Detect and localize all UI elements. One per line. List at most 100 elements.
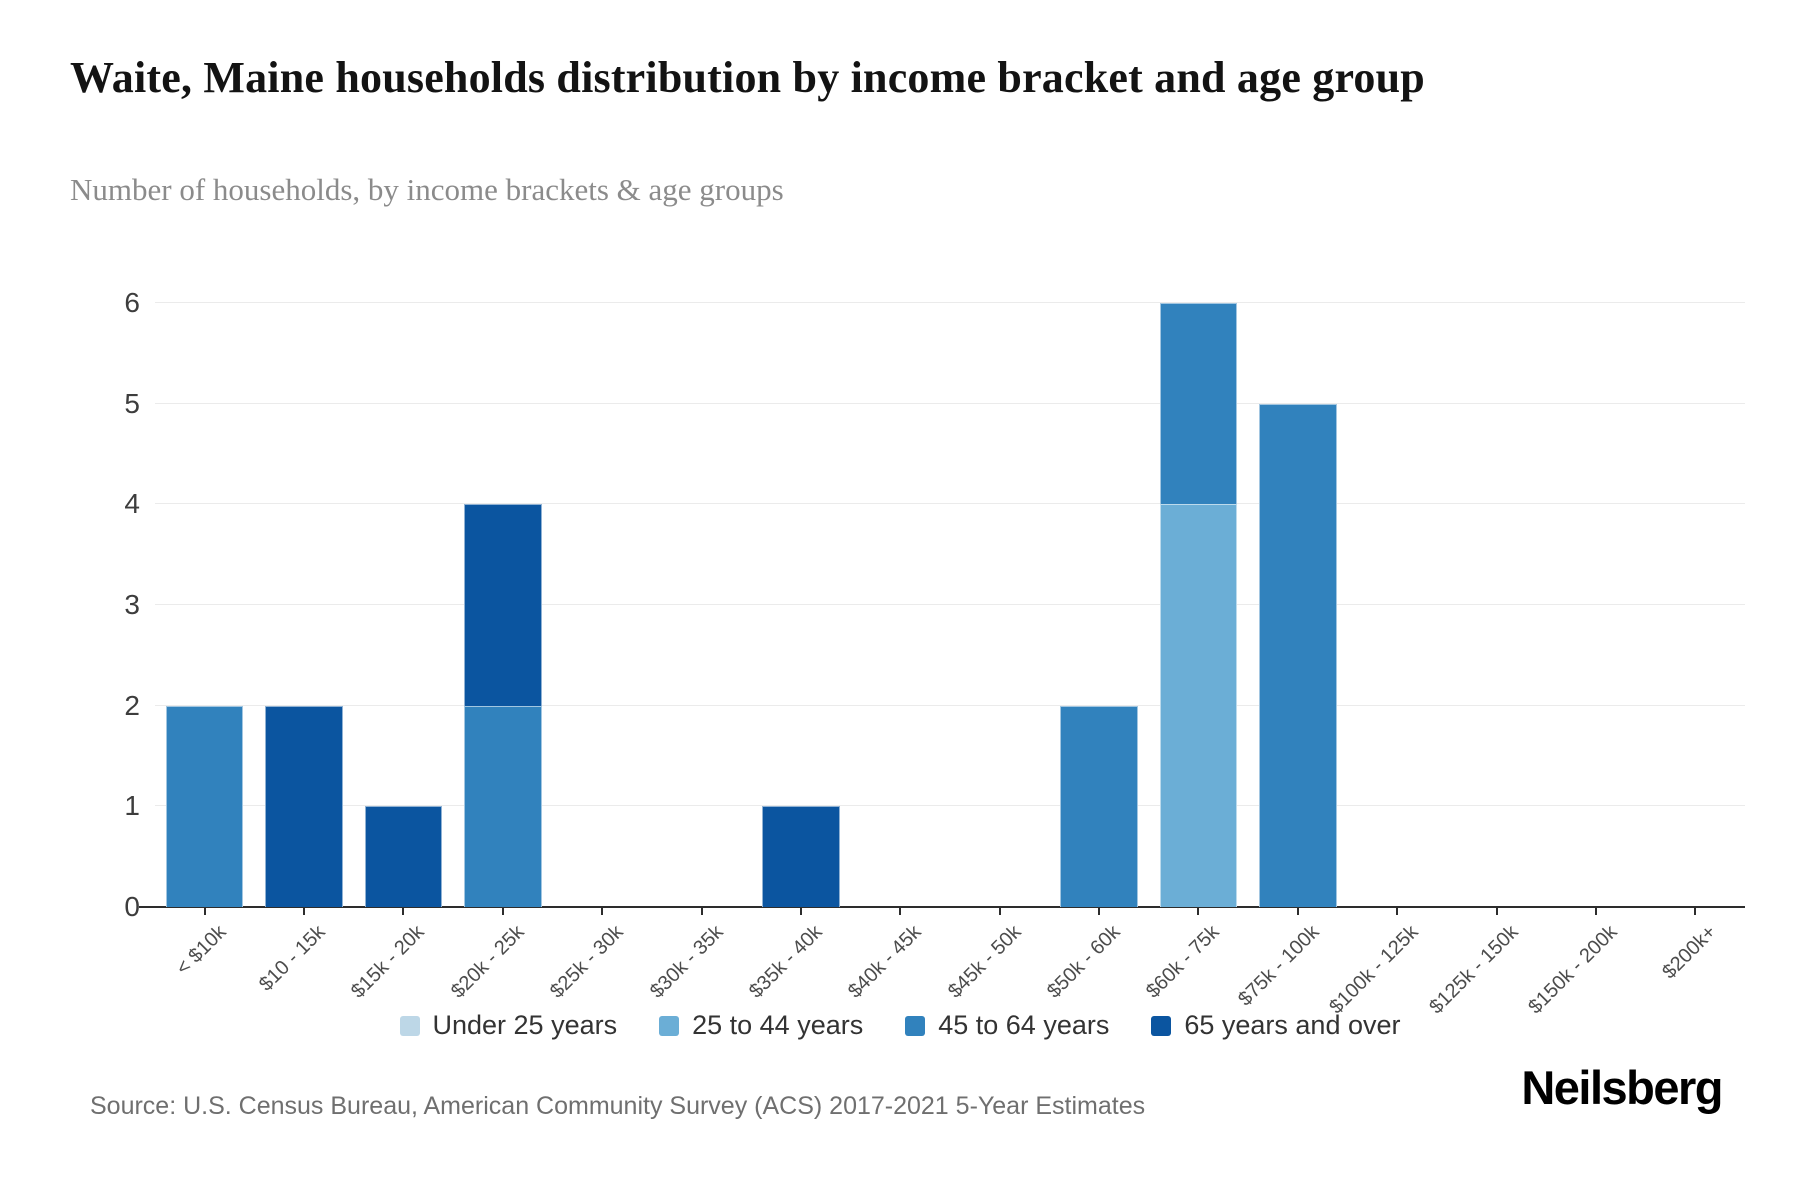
bar-segment[interactable] xyxy=(464,504,542,706)
bar-slot xyxy=(652,303,751,907)
x-tick-label: $35k - 40k xyxy=(744,921,827,1003)
bar-segment[interactable] xyxy=(364,806,443,907)
x-tick xyxy=(501,907,504,915)
x-tick-label: $150k - 200k xyxy=(1524,921,1622,1019)
x-tick xyxy=(402,907,405,915)
stacked-bar[interactable] xyxy=(1060,705,1138,907)
bar-segment[interactable] xyxy=(265,705,343,907)
gridline-y5 xyxy=(155,402,1745,404)
bar-slot xyxy=(851,303,950,907)
chart-legend: Under 25 years 25 to 44 years 45 to 64 yea… xyxy=(0,1010,1800,1041)
legend-label: 25 to 44 years xyxy=(692,1010,864,1040)
bar-segment[interactable] xyxy=(165,705,244,907)
y-tick-label: 6 xyxy=(124,287,140,318)
bar-segment[interactable] xyxy=(464,705,542,907)
source-text: Source: U.S. Census Bureau, American Com… xyxy=(90,1092,1146,1120)
bar-slot xyxy=(1546,303,1645,907)
x-tick xyxy=(1495,907,1498,915)
legend-item[interactable]: 65 years and over xyxy=(1151,1010,1401,1041)
x-tick xyxy=(700,907,703,915)
gridline-y4 xyxy=(155,503,1745,505)
bar-slot xyxy=(1646,303,1745,907)
gridline-y1 xyxy=(155,805,1745,807)
x-tick-label: $100k - 125k xyxy=(1325,921,1423,1019)
legend-label: Under 25 years xyxy=(432,1010,618,1040)
x-tick xyxy=(1694,907,1697,915)
bar-segment[interactable] xyxy=(762,806,840,907)
bar-segment[interactable] xyxy=(1060,705,1138,907)
stacked-bar[interactable] xyxy=(1159,303,1238,907)
chart-subtitle: Number of households, by income brackets… xyxy=(70,172,784,207)
x-tick xyxy=(1396,907,1399,915)
stacked-bar[interactable] xyxy=(464,504,542,907)
x-tick-label: < $10k xyxy=(171,921,231,980)
x-tick-label: $125k - 150k xyxy=(1424,921,1523,1019)
x-tick-label: $10 - 15k xyxy=(255,921,330,996)
neilsberg-logo: Neilsberg xyxy=(1521,1061,1723,1114)
bar-slot xyxy=(354,303,453,907)
x-tick xyxy=(1296,907,1299,915)
x-tick-label: $20k - 25k xyxy=(446,921,529,1003)
bar-segment[interactable] xyxy=(1159,504,1238,907)
bar-slot xyxy=(155,303,254,907)
gridline-y6 xyxy=(155,302,1745,303)
stacked-bar[interactable] xyxy=(364,806,443,907)
legend-item[interactable]: Under 25 years xyxy=(399,1010,618,1041)
stacked-bar[interactable] xyxy=(1259,403,1337,907)
x-tick-label: $40k - 45k xyxy=(844,921,926,1003)
legend-item[interactable]: 45 to 64 years xyxy=(905,1010,1109,1041)
x-tick-label: $30k - 35k xyxy=(645,921,728,1003)
bar-slot xyxy=(1248,303,1347,907)
x-tick xyxy=(203,907,206,915)
legend-label: 45 to 64 years xyxy=(938,1010,1110,1040)
stacked-bar[interactable] xyxy=(265,705,343,907)
x-tick xyxy=(1098,907,1101,915)
bar-slot xyxy=(1447,303,1546,907)
bar-slot xyxy=(751,303,850,907)
x-tick xyxy=(998,907,1001,915)
chart-title: Waite, Maine households distribution by … xyxy=(70,53,1425,102)
gridline-y3 xyxy=(155,604,1745,605)
legend-swatch-icon xyxy=(1151,1015,1172,1036)
x-tick-label: $75k - 100k xyxy=(1233,921,1324,1011)
x-tick xyxy=(1197,907,1200,915)
y-tick-label: 0 xyxy=(124,891,140,922)
plot-area: < $10k $10 - 15k $15k - 20k $20k - 25k $25k … xyxy=(139,302,1745,1018)
legend-item[interactable]: 25 to 44 years xyxy=(659,1010,863,1041)
x-tick-label: $25k - 30k xyxy=(546,921,628,1003)
y-tick-label: 4 xyxy=(124,488,140,520)
x-tick xyxy=(799,907,802,915)
x-axis-line xyxy=(139,906,1745,908)
bar-slot xyxy=(950,303,1049,907)
stacked-bar[interactable] xyxy=(165,705,244,907)
gridline-y2 xyxy=(155,704,1745,706)
y-tick-label: 5 xyxy=(124,387,140,419)
x-tick-label: $45k - 50k xyxy=(943,921,1026,1003)
stacked-bar[interactable] xyxy=(762,806,840,907)
bar-slot xyxy=(254,303,353,907)
x-tick xyxy=(1594,907,1597,915)
x-axis-labels: < $10k $10 - 15k $15k - 20k $20k - 25k $25k … xyxy=(155,921,1745,1021)
y-axis-labels: 0 1 2 3 4 5 6 xyxy=(55,287,140,922)
y-tick-label: 3 xyxy=(124,589,140,620)
legend-label: 65 years and over xyxy=(1184,1010,1401,1040)
y-tick-label: 1 xyxy=(124,790,140,822)
legend-swatch-icon xyxy=(905,1015,926,1036)
bar-segment[interactable] xyxy=(1159,303,1238,505)
bar-slot xyxy=(453,303,552,907)
bar-slot xyxy=(1149,303,1248,907)
bar-slot xyxy=(1049,303,1148,907)
legend-swatch-icon xyxy=(659,1015,680,1036)
x-tick xyxy=(601,907,604,915)
x-tick-label: $50k - 60k xyxy=(1043,921,1125,1003)
x-tick xyxy=(899,907,902,915)
bar-segment[interactable] xyxy=(1259,403,1337,907)
bar-slot xyxy=(1348,303,1447,907)
x-tick-label: $60k - 75k xyxy=(1142,921,1224,1003)
x-tick-label: $15k - 20k xyxy=(347,921,429,1003)
x-tick-label: $200k+ xyxy=(1658,921,1721,984)
y-tick-label: 2 xyxy=(124,689,140,721)
legend-swatch-icon xyxy=(399,1015,420,1036)
bar-slot xyxy=(553,303,652,907)
x-tick xyxy=(303,907,306,915)
